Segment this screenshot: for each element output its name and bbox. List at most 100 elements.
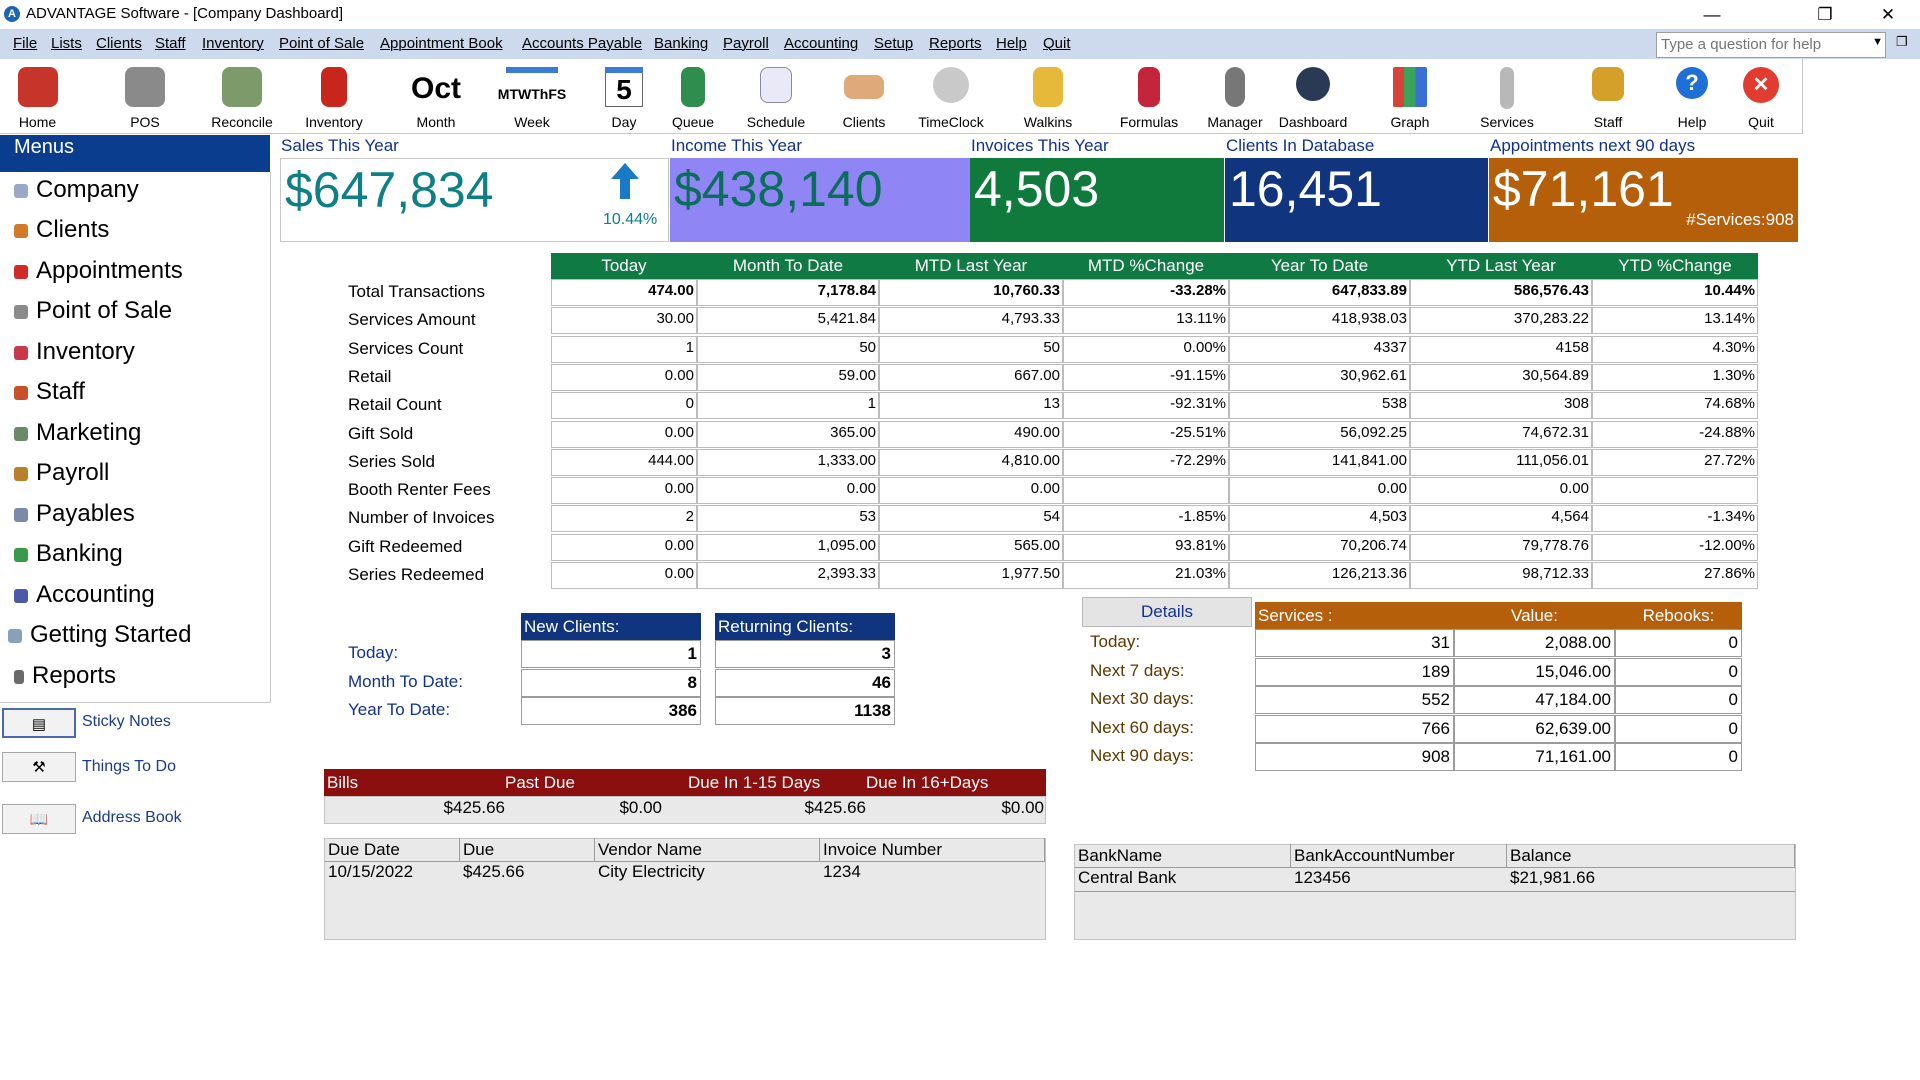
menu-help[interactable]: Help (996, 35, 1027, 52)
sidebar-item-inventory[interactable]: Inventory (14, 334, 135, 370)
toolbar-month-button[interactable]: Oct Month (406, 59, 466, 133)
sidebar-item-clients[interactable]: Clients (14, 212, 109, 248)
menu-inventory[interactable]: Inventory (202, 35, 264, 52)
mdi-restore-icon[interactable]: ❐ (1896, 34, 1908, 49)
kpi-services-count: #Services:908 (1686, 210, 1794, 229)
sidebar-item-staff[interactable]: Staff (14, 374, 85, 410)
sidebar-item-label: Banking (36, 540, 123, 567)
address-book-button[interactable]: 📖 (2, 804, 76, 834)
stats-col-header[interactable]: YTD %Change (1592, 253, 1758, 279)
stats-cell: 4,564 (1410, 505, 1592, 533)
toolbar-week-button[interactable]: MTWThFS Week (490, 59, 574, 133)
toolbar-timeclock-button[interactable]: TimeClock (914, 59, 988, 133)
toolbar-home-button[interactable]: Home (0, 59, 75, 133)
sidebar-item-appointments[interactable]: Appointments (14, 253, 183, 289)
help-icon: ? (1676, 67, 1708, 99)
menu-point-of-sale[interactable]: Point of Sale (279, 35, 365, 52)
menu-lists[interactable]: Lists (51, 35, 82, 52)
formula-bottles-icon (1138, 67, 1160, 107)
menu-reports[interactable]: Reports (929, 35, 982, 52)
stats-col-header[interactable]: Month To Date (697, 253, 879, 279)
services-cell: 31 (1255, 629, 1454, 657)
toolbar-label: Help (1677, 114, 1707, 130)
toolbar-walkins-button[interactable]: Walkins (1015, 59, 1081, 133)
toolbar-schedule-button[interactable]: Schedule (740, 59, 812, 133)
sidebar-item-accounting[interactable]: Accounting (14, 577, 155, 613)
stats-col-header[interactable]: MTD %Change (1063, 253, 1229, 279)
toolbar-formulas-button[interactable]: Formulas (1112, 59, 1186, 133)
toolbar-day-button[interactable]: 5 Day (598, 59, 650, 133)
stats-cell: 0 (551, 392, 697, 420)
address-book-link[interactable]: Address Book (82, 809, 182, 826)
menu-clients[interactable]: Clients (96, 35, 142, 52)
sticky-notes-button[interactable]: ▤ (2, 708, 76, 738)
sticky-notes-link[interactable]: Sticky Notes (82, 713, 171, 730)
toolbar-staff-button[interactable]: Staff (1580, 59, 1636, 133)
toolbar-help-button[interactable]: ? Help (1664, 59, 1720, 133)
stats-col-header[interactable]: MTD Last Year (879, 253, 1063, 279)
restore-icon[interactable]: ❐ (1817, 5, 1833, 24)
stats-col-header[interactable]: YTD Last Year (1410, 253, 1592, 279)
stopwatch-icon (933, 67, 969, 103)
toolbar-clients-button[interactable]: Clients (834, 59, 894, 133)
toolbar-pos-button[interactable]: POS (110, 59, 180, 133)
stats-row-label: Gift Redeemed (348, 536, 463, 556)
sidebar-item-banking[interactable]: Banking (14, 536, 123, 572)
sidebar-item-payroll[interactable]: Payroll (14, 455, 109, 491)
stats-col-header[interactable]: Year To Date (1229, 253, 1410, 279)
bills-grid-cell: 1234 (823, 862, 861, 881)
menu-staff[interactable]: Staff (155, 35, 186, 52)
kpi-income-value: $438,140 (674, 161, 883, 217)
toolbar-label: Reconcile (211, 114, 273, 130)
toolbar-queue-button[interactable]: Queue (666, 59, 720, 133)
new-clients-value: 386 (521, 697, 701, 725)
close-icon[interactable]: ✕ (1880, 5, 1896, 24)
toolbar-reconcile-button[interactable]: Reconcile (206, 59, 278, 133)
day-calendar-bar (605, 67, 643, 73)
menu-appointment-book[interactable]: Appointment Book (380, 35, 503, 52)
sidebar-item-reports[interactable]: Reports (14, 658, 116, 694)
services-cell: 189 (1255, 657, 1454, 686)
sidebar-item-getting-started[interactable]: Getting Started (8, 617, 191, 653)
help-search-box: ▼ (1656, 32, 1886, 58)
kpi-invoices-card: 4,503 (970, 158, 1224, 242)
things-to-do-button[interactable]: ⚒ (2, 752, 76, 782)
toolbar-graph-button[interactable]: Graph (1380, 59, 1440, 133)
stats-col-header[interactable]: Today (551, 253, 697, 279)
stats-cell: 70,206.74 (1229, 533, 1410, 561)
toolbar-inventory-button[interactable]: Inventory (298, 59, 370, 133)
menu-file[interactable]: File (13, 35, 38, 52)
stats-row-label: Services Amount (348, 310, 476, 330)
stats-cell: -33.28% (1063, 279, 1229, 306)
toolbar-dashboard-button[interactable]: Dashboard (1274, 59, 1352, 133)
sidebar-item-company[interactable]: Company (14, 172, 139, 208)
menu-banking[interactable]: Banking (654, 35, 709, 52)
things-to-do-link[interactable]: Things To Do (82, 758, 176, 775)
up-arrow-icon (611, 163, 639, 179)
toolbar-quit-button[interactable]: ✕ Quit (1736, 59, 1786, 133)
calendar-icon (14, 264, 28, 279)
toolbar-manager-button[interactable]: Manager (1200, 59, 1270, 133)
help-search-input[interactable] (1657, 33, 1861, 55)
minimize-icon[interactable]: — (1703, 5, 1721, 24)
stats-row-label: Total Transactions (348, 282, 486, 301)
menu-setup[interactable]: Setup (874, 35, 914, 52)
menu-payroll[interactable]: Payroll (723, 35, 769, 52)
sidebar-item-point-of-sale[interactable]: Point of Sale (14, 293, 172, 329)
menu-quit[interactable]: Quit (1043, 35, 1071, 52)
kpi-invoices-label: Invoices This Year (971, 136, 1109, 155)
sidebar-item-marketing[interactable]: Marketing (14, 415, 141, 451)
services-cell: 0 (1615, 743, 1742, 772)
menu-accounting[interactable]: Accounting (784, 35, 859, 52)
sidebar-item-payables[interactable]: Payables (14, 496, 135, 532)
toolbar-services-button[interactable]: Services (1470, 59, 1544, 133)
house-icon (17, 67, 58, 107)
toolbar-label: Schedule (746, 114, 806, 130)
bank-grid-row[interactable] (1075, 868, 1795, 892)
menus-header: Menus (0, 135, 270, 172)
kpi-appointments-value: $71,161 (1493, 161, 1674, 217)
menu-accounts-payable[interactable]: Accounts Payable (522, 35, 643, 52)
bills-grid-cell: 10/15/2022 (328, 862, 414, 881)
help-dropdown-icon[interactable]: ▼ (1872, 36, 1883, 48)
details-button[interactable]: Details (1082, 597, 1252, 627)
